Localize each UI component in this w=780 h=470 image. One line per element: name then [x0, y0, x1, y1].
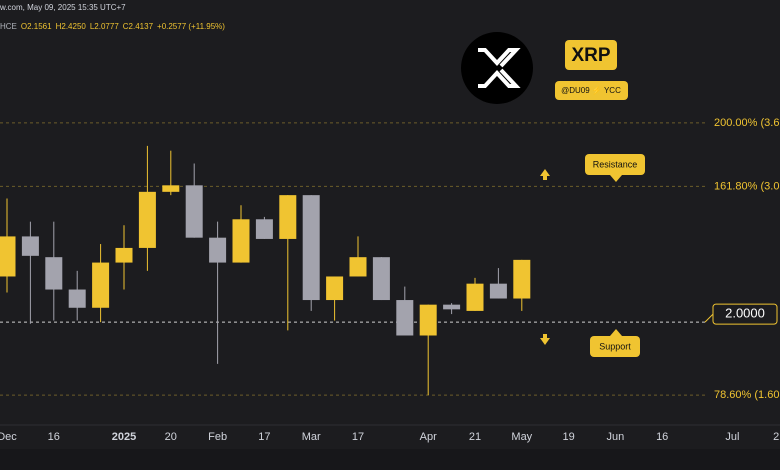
- ohlc-value: H2.4250: [56, 22, 87, 31]
- candle-body: [396, 300, 414, 336]
- candle-body: [115, 247, 133, 263]
- x-tick-label: Mar: [302, 431, 321, 443]
- candle-body: [162, 185, 180, 192]
- x-tick-label: 19: [562, 431, 574, 443]
- ohlc-value: HCE: [0, 22, 17, 31]
- candle-body: [92, 262, 110, 308]
- candle-body: [349, 257, 367, 277]
- candle-body: [255, 219, 273, 239]
- ohlc-value: +0.2577 (+11.95%): [157, 22, 225, 31]
- candle-body: [372, 257, 390, 301]
- x-tick-label: 17: [352, 431, 364, 443]
- candle-body: [0, 236, 16, 277]
- ohlc-value: C2.4137: [123, 22, 154, 31]
- handle: @DU09 ⚡ YCC: [561, 85, 621, 95]
- header-source: w.com, May 09, 2025 15:35 UTC+7: [0, 3, 126, 12]
- candle-body: [489, 283, 507, 299]
- plot: 200.00% (3.6 161.80% (3.0 78.60% (1.60 2.00…: [0, 117, 780, 443]
- x-tick-label: 17: [258, 431, 270, 443]
- candle-body: [419, 304, 437, 336]
- ohlc-value: O2.1561: [21, 22, 52, 31]
- ohlc-value: L2.0777: [90, 22, 119, 31]
- candle-body: [326, 276, 344, 301]
- logo-mark: [478, 48, 521, 88]
- level-label: 78.60% (1.60: [714, 389, 779, 401]
- candle-body: [209, 237, 227, 263]
- down-arrow: [540, 334, 550, 345]
- x-tick-label: 2025: [112, 431, 136, 443]
- candle-body: [513, 259, 531, 299]
- x-tick-label: Dec: [0, 431, 17, 443]
- header-ohlc: HCE O2.1561 H2.4250 L2.0777 C2.4137 +0.2577 (…: [0, 22, 225, 31]
- support-label: Support: [599, 341, 631, 351]
- coin-name: XRP: [571, 45, 610, 66]
- handle-badge: [555, 81, 628, 100]
- candle-body: [21, 236, 39, 256]
- x-tick-label: May: [511, 431, 532, 443]
- candle-body: [185, 185, 203, 238]
- candle-body: [302, 195, 320, 301]
- x-tick-label: Apr: [420, 431, 437, 443]
- up-arrow: [540, 169, 550, 180]
- x-tick-label: Feb: [208, 431, 227, 443]
- resistance-label: Resistance: [593, 159, 638, 169]
- price-badge: [712, 303, 778, 325]
- x-tick-label: 16: [656, 431, 668, 443]
- coin-badge: [565, 40, 617, 70]
- candle-body: [45, 257, 63, 290]
- resistance-badge: [585, 154, 645, 175]
- x-tick-label: 21: [773, 431, 780, 443]
- x-tick-label: 21: [469, 431, 481, 443]
- resistance-pointer: [610, 175, 622, 182]
- support-pointer: [610, 329, 622, 336]
- x-tick-label: Jul: [725, 431, 739, 443]
- support-badge: [590, 336, 640, 357]
- level-label: 161.80% (3.0: [714, 180, 779, 192]
- candle-body: [68, 289, 86, 308]
- price-label: 2.0000: [725, 306, 765, 321]
- candle-body: [466, 283, 484, 311]
- x-tick-label: 16: [48, 431, 60, 443]
- price-line-connector: [704, 313, 714, 323]
- candle-body: [443, 304, 461, 310]
- logo: [461, 32, 533, 104]
- x-tick-label: 20: [165, 431, 177, 443]
- candle-body: [279, 195, 297, 239]
- candle-body: [138, 191, 156, 248]
- candle-body: [232, 219, 250, 263]
- x-tick-label: Jun: [607, 431, 625, 443]
- level-label: 200.00% (3.6: [714, 117, 779, 129]
- footer-strip: [0, 449, 780, 470]
